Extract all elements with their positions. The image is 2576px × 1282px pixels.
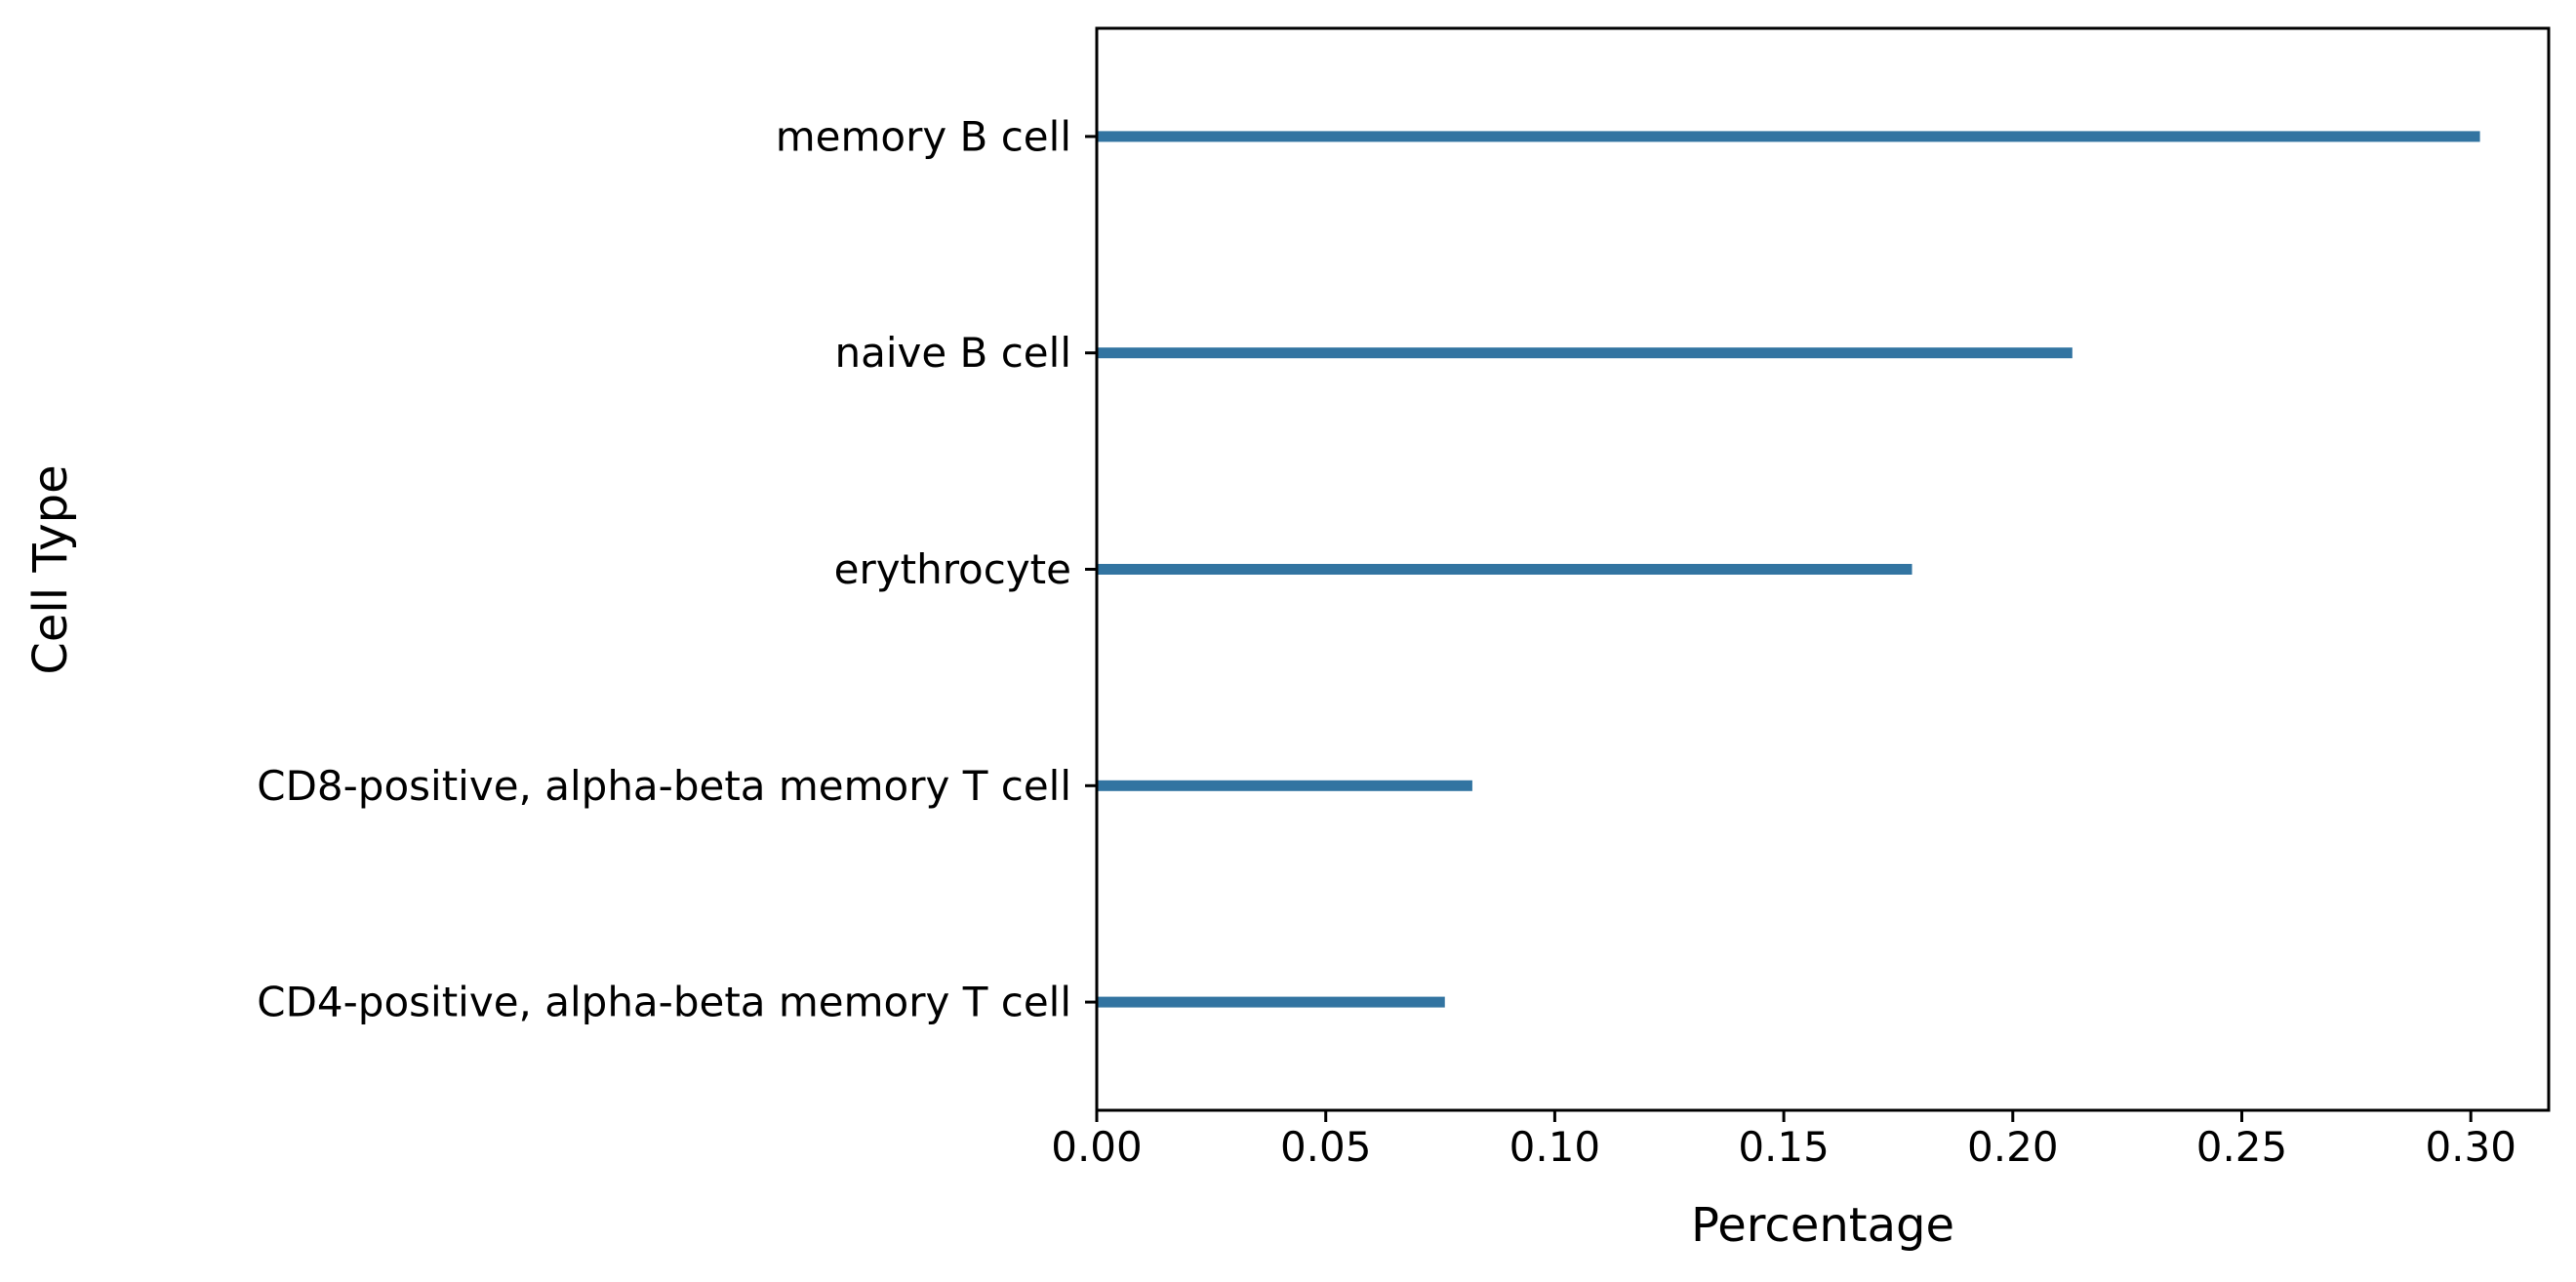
x-tick-label: 0.25 bbox=[2196, 1123, 2288, 1171]
x-tick-label: 0.30 bbox=[2425, 1123, 2516, 1171]
x-tick-label: 0.10 bbox=[1509, 1123, 1601, 1171]
bar bbox=[1097, 996, 1445, 1008]
bar bbox=[1097, 131, 2480, 142]
bar bbox=[1097, 564, 1912, 575]
x-tick-label: 0.05 bbox=[1280, 1123, 1372, 1171]
x-tick-label: 0.00 bbox=[1051, 1123, 1143, 1171]
y-tick-label: erythrocyte bbox=[834, 545, 1071, 593]
y-tick-label: memory B cell bbox=[776, 112, 1071, 160]
y-tick-label: CD4-positive, alpha-beta memory T cell bbox=[257, 979, 1071, 1026]
x-axis-title: Percentage bbox=[1691, 1198, 1954, 1253]
y-axis-title: Cell Type bbox=[23, 464, 78, 674]
y-tick-label: CD8-positive, alpha-beta memory T cell bbox=[257, 762, 1071, 810]
bar bbox=[1097, 347, 2073, 359]
x-tick-label: 0.15 bbox=[1738, 1123, 1830, 1171]
y-tick-label: naive B cell bbox=[834, 329, 1071, 377]
bar bbox=[1097, 780, 1472, 791]
y-axis: memory B cell naive B cell erythrocyte CD8-… bbox=[257, 112, 1097, 1026]
bars-layer bbox=[1097, 131, 2480, 1008]
x-axis: 0.00 0.05 0.10 0.15 0.20 0.25 0.30 bbox=[1051, 1110, 2516, 1171]
x-tick-label: 0.20 bbox=[1967, 1123, 2059, 1171]
